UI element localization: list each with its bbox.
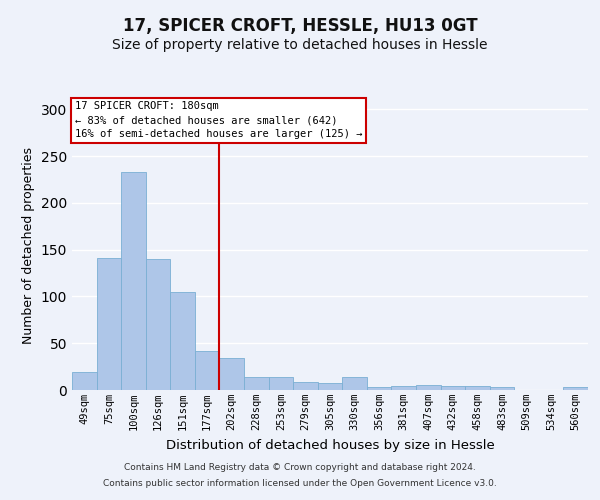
Text: Contains HM Land Registry data © Crown copyright and database right 2024.: Contains HM Land Registry data © Crown c…: [124, 464, 476, 472]
Bar: [244, 377, 269, 390]
Text: Contains public sector information licensed under the Open Government Licence v3: Contains public sector information licen…: [103, 478, 497, 488]
Bar: [269, 377, 293, 390]
Bar: [293, 382, 318, 390]
Bar: [465, 386, 490, 390]
Bar: [563, 387, 588, 390]
Bar: [72, 372, 97, 390]
Bar: [97, 258, 121, 390]
Bar: [170, 292, 195, 390]
Text: 17, SPICER CROFT, HESSLE, HU13 0GT: 17, SPICER CROFT, HESSLE, HU13 0GT: [122, 18, 478, 36]
Bar: [342, 377, 367, 390]
Text: 17 SPICER CROFT: 180sqm
← 83% of detached houses are smaller (642)
16% of semi-d: 17 SPICER CROFT: 180sqm ← 83% of detache…: [74, 102, 362, 140]
X-axis label: Distribution of detached houses by size in Hessle: Distribution of detached houses by size …: [166, 438, 494, 452]
Bar: [367, 387, 391, 390]
Y-axis label: Number of detached properties: Number of detached properties: [22, 146, 35, 344]
Bar: [391, 386, 416, 390]
Text: Size of property relative to detached houses in Hessle: Size of property relative to detached ho…: [112, 38, 488, 52]
Bar: [490, 387, 514, 390]
Bar: [195, 350, 220, 390]
Bar: [318, 382, 342, 390]
Bar: [220, 358, 244, 390]
Bar: [146, 259, 170, 390]
Bar: [416, 386, 440, 390]
Bar: [440, 386, 465, 390]
Bar: [121, 172, 146, 390]
